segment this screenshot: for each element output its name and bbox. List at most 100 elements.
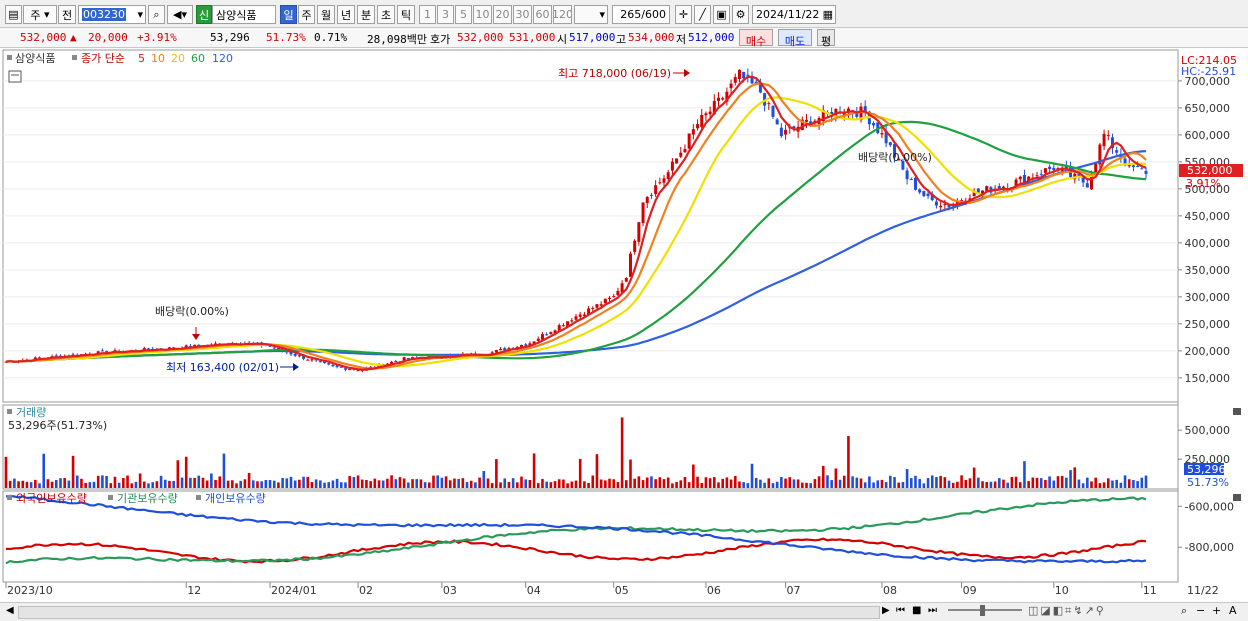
stock-chart[interactable]: 700,000650,000600,000550,000500,000450,0… xyxy=(0,48,1248,602)
speaker-icon[interactable]: ◀▾ xyxy=(167,5,193,24)
candle-body xyxy=(687,133,691,149)
search-icon[interactable]: ⌕ xyxy=(148,5,165,24)
candle-body xyxy=(725,91,729,102)
high-label: 고 xyxy=(616,33,627,46)
holdings-panel[interactable] xyxy=(2,490,1179,583)
minute-step-10[interactable]: 10 xyxy=(473,5,492,24)
scroll-right-icon[interactable]: ▶ xyxy=(882,605,890,616)
holdings-panel-close-icon[interactable] xyxy=(1233,494,1241,501)
candle-body xyxy=(532,341,536,344)
calculator-icon[interactable] xyxy=(8,70,22,83)
type-button[interactable]: 전 xyxy=(58,5,76,24)
volume-value: 53,296 xyxy=(210,31,250,44)
date-input[interactable]: 2024/11/22 ▦ xyxy=(752,5,836,24)
volume-bar xyxy=(876,480,880,488)
minute-step-30[interactable]: 30 xyxy=(513,5,532,24)
period-month[interactable]: 월 xyxy=(317,5,335,24)
zoom-in-icon[interactable]: + xyxy=(1212,604,1222,617)
minute-step-3[interactable]: 3 xyxy=(437,5,454,24)
holdings-legend-square-icon-2 xyxy=(108,495,113,500)
volume-bar xyxy=(956,481,959,488)
chart-area[interactable]: 700,000 650,000 600,000 550,000 500,000 450,0… xyxy=(0,48,1248,621)
calendar-icon[interactable]: ▦ xyxy=(822,8,833,21)
price-grid xyxy=(3,80,1178,379)
last-page-icon[interactable]: ⏭ xyxy=(928,605,937,616)
volume-bar xyxy=(155,481,159,488)
zoom-slider[interactable] xyxy=(948,609,1022,611)
period-tick[interactable]: 틱 xyxy=(397,5,415,24)
first-page-icon[interactable]: ⏮ xyxy=(896,605,905,616)
step-dropdown[interactable]: ▾ xyxy=(574,5,608,24)
count-input[interactable]: 265/600 xyxy=(612,5,670,24)
trend-tool-icon[interactable]: ╱ xyxy=(694,5,711,24)
volume-bar xyxy=(96,475,100,488)
cross-cursor-icon[interactable]: ✛ xyxy=(675,5,692,24)
candle-body xyxy=(721,98,725,100)
buy-button[interactable]: 매수 xyxy=(739,29,773,48)
period-second[interactable]: 초 xyxy=(377,5,395,24)
sell-button[interactable]: 매도 xyxy=(778,29,812,48)
volume-bar xyxy=(775,481,779,488)
minute-step-20[interactable]: 20 xyxy=(493,5,512,24)
candle-body xyxy=(1123,158,1127,166)
candle-body xyxy=(587,308,591,315)
gear-icon[interactable]: ⚙ xyxy=(732,5,749,24)
volume-bar xyxy=(260,481,263,488)
volume-bar xyxy=(750,463,754,488)
window-menu-icon[interactable]: ▤ xyxy=(5,5,22,24)
text-tool-icon[interactable]: A xyxy=(1229,604,1237,617)
zoom-search-icon[interactable]: ⌕ xyxy=(1181,604,1188,617)
period-week[interactable]: 주 xyxy=(298,5,315,24)
volume-bar xyxy=(331,480,335,488)
candle-body xyxy=(737,69,741,80)
candle-body xyxy=(1094,163,1098,176)
candle-body xyxy=(700,114,704,127)
candle-body xyxy=(922,191,926,197)
volume-panel-close-icon[interactable] xyxy=(1233,408,1241,415)
stock-name-field[interactable]: 삼양식품 xyxy=(212,5,276,24)
candle-body xyxy=(406,358,410,360)
drawing-tools-icons[interactable]: ◫◪◧⌗↯↗⚲ xyxy=(1028,604,1106,617)
legend-ma10: 10 xyxy=(151,52,165,65)
minute-step-5[interactable]: 5 xyxy=(455,5,472,24)
period-day[interactable]: 일 xyxy=(280,5,297,24)
x-tick-label: 09 xyxy=(963,584,977,597)
candle-body xyxy=(637,222,641,242)
candle-body xyxy=(897,158,901,161)
period-minute-label: 분 xyxy=(360,8,372,22)
scroll-left-icon[interactable]: ◀ xyxy=(6,605,14,616)
candle-body xyxy=(658,182,662,184)
ma20-line xyxy=(5,96,1147,367)
minute-step-120[interactable]: 120 xyxy=(553,5,572,24)
zoom-slider-handle[interactable] xyxy=(980,605,985,616)
volume-bar xyxy=(1031,477,1035,488)
scroll-bar[interactable]: ◀ ▶ ⏮ ■ ⏭ ◫◪◧⌗↯↗⚲ ⌕ − + A xyxy=(0,602,1248,621)
volume-bar xyxy=(817,476,821,488)
volume-bar xyxy=(323,482,326,488)
candle-body xyxy=(599,304,603,306)
period-year[interactable]: 년 xyxy=(337,5,355,24)
volume-bar xyxy=(562,479,565,488)
stop-icon[interactable]: ■ xyxy=(912,605,922,616)
volume-bar xyxy=(893,477,896,488)
volume-bar xyxy=(8,480,12,488)
minute-step-60[interactable]: 60 xyxy=(533,5,552,24)
zoom-out-icon[interactable]: − xyxy=(1196,604,1206,617)
volume-bar xyxy=(998,478,1001,488)
volume-bar xyxy=(327,482,331,488)
code-dropdown-icon[interactable]: ▾ xyxy=(137,8,143,21)
volume-bar xyxy=(742,482,745,488)
save-icon[interactable]: ▣ xyxy=(713,5,730,24)
candle-body xyxy=(784,129,788,135)
volume-panel[interactable] xyxy=(2,404,1179,490)
volume-bar xyxy=(666,477,670,488)
volume-bar xyxy=(1123,475,1127,488)
code-input[interactable]: 003230 ▾ xyxy=(78,5,146,24)
minute-step-1[interactable]: 1 xyxy=(419,5,436,24)
average-button[interactable]: 평 xyxy=(817,29,835,48)
scroll-track[interactable] xyxy=(18,606,880,619)
price-panel[interactable] xyxy=(2,49,1179,403)
period-minute[interactable]: 분 xyxy=(357,5,375,24)
market-select[interactable]: 주 ▾ xyxy=(23,5,57,24)
price-tick-label: 300,000 xyxy=(1185,291,1231,304)
